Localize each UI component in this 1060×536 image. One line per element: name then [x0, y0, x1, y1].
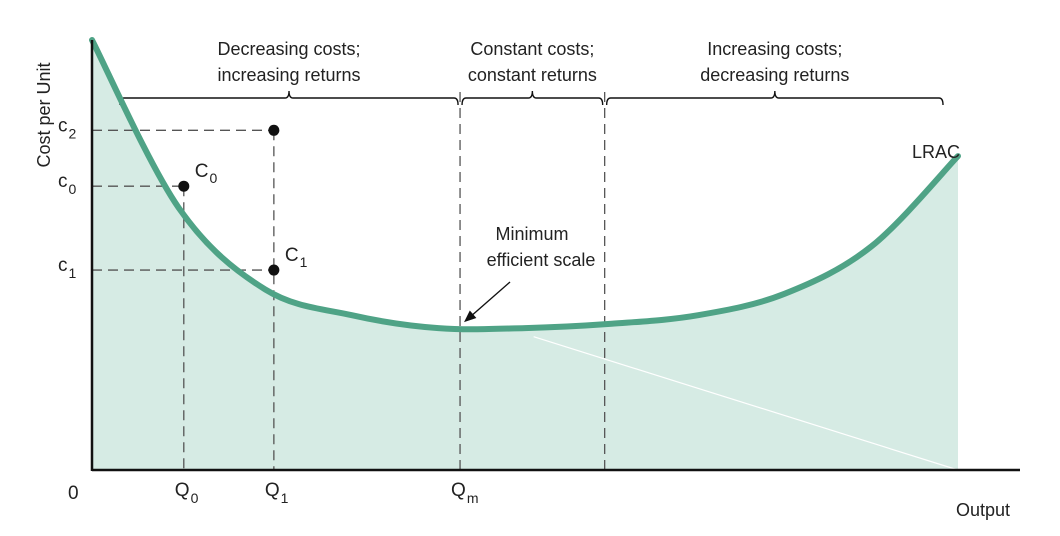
- x-tick-q0-sub: 0: [191, 490, 199, 506]
- y-tick-c1: c1: [58, 255, 77, 281]
- region-brackets-layer: [119, 90, 944, 106]
- y-tick-c1-main: c: [58, 255, 68, 276]
- point-label-p_c1-sub: 1: [300, 254, 308, 270]
- y-tick-c2: c2: [58, 115, 77, 141]
- region-increasing-line1: Increasing costs;: [707, 39, 842, 59]
- lrac-area-fill: [92, 40, 958, 470]
- point-p_c2: [268, 124, 280, 136]
- bracket-constant: [461, 90, 604, 106]
- x-tick-q0: Q0: [175, 480, 199, 506]
- x-tick-qm-sub: m: [467, 490, 479, 506]
- min-scale-arrow-head: [464, 310, 477, 323]
- region-decreasing-line1: Decreasing costs;: [217, 39, 360, 59]
- min-scale-arrow-line: [470, 281, 511, 317]
- point-p_c1: [268, 264, 280, 276]
- axes-layer: [90, 40, 1020, 472]
- bracket-decreasing: [119, 90, 459, 106]
- point-label-p_c1: C1: [285, 245, 308, 270]
- x-tick-q1-sub: 1: [281, 490, 289, 506]
- area-under-curve-layer: [92, 40, 959, 471]
- y-tick-c2-sub: 2: [69, 125, 77, 141]
- curve-layer: [89, 37, 961, 333]
- y-axis-title: Cost per Unit: [34, 62, 54, 167]
- lrac-curve: [89, 37, 961, 333]
- x-tick-q0-main: Q: [175, 480, 190, 501]
- x-tick-qm: Qm: [451, 480, 478, 506]
- y-tick-c2-main: c: [58, 115, 68, 136]
- y-tick-c0-sub: 0: [69, 181, 77, 197]
- guide-lines-layer: [92, 92, 606, 470]
- x-tick-q1-main: Q: [265, 480, 280, 501]
- region-decreasing-line2: increasing returns: [217, 65, 360, 85]
- x-tick-q1: Q1: [265, 480, 289, 506]
- area-diagonal-line: [533, 336, 959, 471]
- point-label-p_c0-sub: 0: [210, 170, 218, 186]
- y-tick-c1-sub: 1: [69, 265, 77, 281]
- point-label-p_c0: C0: [195, 161, 218, 186]
- min-scale-line2: efficient scale: [487, 250, 596, 270]
- region-increasing-line2: decreasing returns: [700, 65, 849, 85]
- origin-label: 0: [68, 483, 79, 504]
- point-p_c0: [178, 180, 190, 192]
- points-layer: [178, 124, 280, 276]
- y-tick-c0: c0: [58, 171, 77, 197]
- bracket-increasing: [605, 90, 944, 106]
- x-tick-qm-main: Q: [451, 480, 466, 501]
- region-constant-line1: Constant costs;: [470, 39, 594, 59]
- region-constant-line2: constant returns: [468, 65, 597, 85]
- point-label-p_c0-main: C: [195, 161, 209, 182]
- min-scale-line1: Minimum: [495, 224, 568, 244]
- point-label-p_c1-main: C: [285, 245, 299, 266]
- x-axis-title: Output: [956, 500, 1010, 520]
- text-layer: Cost per Unit Output 0 LRAC Minimum effi…: [34, 39, 1010, 520]
- lrac-label: LRAC: [912, 142, 960, 162]
- y-tick-c0-main: c: [58, 171, 68, 192]
